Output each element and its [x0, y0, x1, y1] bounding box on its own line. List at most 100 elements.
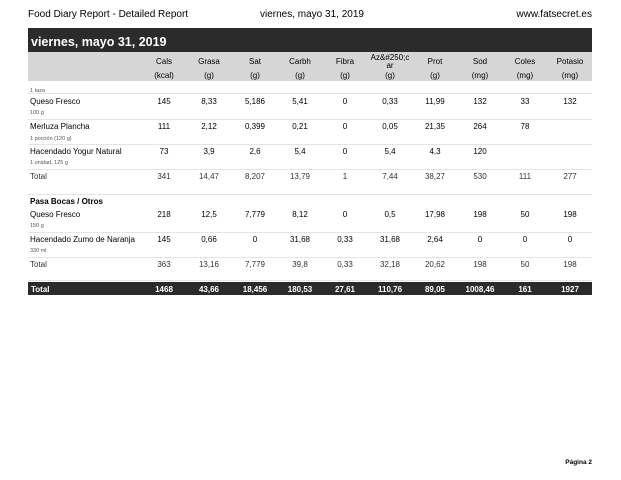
grand-total-value: 89,05	[424, 285, 446, 294]
nutrient-value: 0	[342, 97, 348, 106]
food-name: Queso Fresco	[30, 97, 81, 106]
nutrient-value: 50	[520, 210, 530, 219]
grand-total-value: 1927	[561, 285, 579, 294]
column-unit: (mg)	[471, 71, 489, 80]
column-header-row: Cals (kcal) Grasa (g) Sat (g) Carbh (g) Fibra (g)…	[28, 52, 592, 81]
report-title: Food Diary Report - Detailed Report	[28, 9, 189, 20]
nutrient-value: 0,399	[244, 122, 266, 131]
nutrient-value: 145	[157, 235, 171, 244]
food-row: Queso Fresco 145 8,33 5,186 5,41 0 0,33 11,99 13…	[28, 97, 592, 109]
report-date: viernes, mayo 31, 2019	[260, 9, 364, 20]
grand-total-row: Total 1468 43,66 18,456 180,53 27,61 110,76 89…	[28, 282, 592, 295]
grand-total-value: 110,76	[377, 285, 403, 294]
nutrient-value: 17,98	[424, 210, 446, 219]
column-unit: (g)	[430, 71, 440, 80]
nutrient-value: 132	[473, 97, 487, 106]
meal-note: 1 taza	[30, 88, 45, 94]
meal-total-value: 32,18	[379, 260, 401, 269]
meal-total-value: 277	[563, 172, 577, 181]
column-name: Sod	[472, 57, 488, 66]
nutrient-value: 198	[473, 210, 487, 219]
grand-total-value: 27,61	[334, 285, 356, 294]
row-separator	[28, 232, 592, 233]
nutrient-value: 0,5	[384, 210, 396, 219]
column-name: Carbh	[289, 57, 311, 66]
meal-total-value: 13,79	[289, 172, 311, 181]
column-name: Potasio	[556, 57, 584, 66]
nutrient-value: 5,186	[244, 97, 266, 106]
row-separator	[28, 280, 592, 281]
nutrient-value: 11,99	[425, 97, 445, 106]
food-row: Hacendado Zumo de Naranja 145 0,66 0 31,68 0,…	[28, 235, 592, 247]
nutrient-value: 120	[473, 147, 487, 156]
column-name: Grasa	[198, 57, 220, 66]
nutrient-value: 5,41	[292, 97, 308, 106]
meal-total-value: 50	[520, 260, 530, 269]
meal-total-row: Total 341 14,47 8,207 13,79 1 7,44 38,27 530 111 2…	[28, 172, 592, 184]
column-name: Cals	[155, 57, 172, 66]
food-row: Merluza Plancha 111 2,12 0,399 0,21 0 0,05 21,3…	[28, 122, 592, 134]
nutrient-value: 0	[477, 235, 483, 244]
grand-total-value: 18,456	[242, 285, 268, 294]
meal-title: Pasa Bocas / Otros	[30, 197, 103, 206]
grand-total-value: 43,66	[198, 285, 220, 294]
meal-total-value: 341	[157, 172, 171, 181]
meal-total-value: 39,8	[292, 260, 308, 269]
nutrient-value: 8,33	[201, 97, 217, 106]
row-separator	[28, 93, 592, 94]
nutrient-value: 132	[563, 97, 577, 106]
column-unit: (g)	[250, 71, 260, 80]
meal-total-label: Total	[30, 172, 47, 181]
site-url: www.fatsecret.es	[516, 9, 592, 20]
day-title-bar: viernes, mayo 31, 2019	[28, 28, 592, 52]
nutrient-value: 2,12	[201, 122, 217, 131]
nutrient-value: 0	[567, 235, 573, 244]
row-separator	[28, 119, 592, 120]
nutrient-value: 2,6	[249, 147, 261, 156]
nutrient-value: 0	[252, 235, 258, 244]
food-portion: 1 porción (120 g)	[30, 136, 72, 142]
nutrient-value: 7,779	[244, 210, 266, 219]
meal-total-label: Total	[30, 260, 47, 269]
food-row: Queso Fresco 218 12,5 7,779 8,12 0 0,5 17,98 198…	[28, 210, 592, 222]
column-unit: (g)	[385, 71, 395, 80]
grand-total-value: 161	[518, 285, 532, 294]
column-name: Coles	[514, 57, 536, 66]
meal-total-value: 8,207	[244, 172, 266, 181]
column-unit: (mg)	[561, 71, 579, 80]
food-portion: 330 ml	[30, 248, 47, 254]
nutrient-value: 33	[520, 97, 530, 106]
nutrient-value: 8,12	[292, 210, 308, 219]
meal-total-value: 13,16	[198, 260, 220, 269]
column-unit: (mg)	[516, 71, 534, 80]
meal-total-value: 530	[473, 172, 487, 181]
nutrient-value: 0	[522, 235, 528, 244]
nutrient-value: 198	[563, 210, 577, 219]
food-name: Queso Fresco	[30, 210, 81, 219]
row-separator	[28, 257, 592, 258]
food-name: Merluza Plancha	[30, 122, 90, 131]
nutrient-value: 0	[342, 210, 348, 219]
nutrient-value: 0,33	[337, 235, 353, 244]
nutrient-value: 0,66	[201, 235, 217, 244]
meal-total-value: 0,33	[337, 260, 353, 269]
meal-total-value: 1	[342, 172, 348, 181]
column-unit: (g)	[204, 71, 214, 80]
column-unit: (g)	[295, 71, 305, 80]
row-separator	[28, 194, 592, 195]
nutrient-value: 218	[157, 210, 171, 219]
nutrient-value: 0	[342, 147, 348, 156]
column-unit: (kcal)	[154, 71, 174, 80]
nutrient-value: 0	[342, 122, 348, 131]
grand-total-label: Total	[31, 285, 50, 294]
meal-total-value: 363	[157, 260, 171, 269]
nutrient-value: 78	[520, 122, 530, 131]
meal-total-value: 38,27	[424, 172, 446, 181]
food-name: Hacendado Yogur Natural	[30, 147, 122, 156]
row-separator	[28, 169, 592, 170]
meal-total-row: Total 363 13,16 7,779 39,8 0,33 32,18 20,62 198 5…	[28, 260, 592, 272]
row-separator	[28, 144, 592, 145]
nutrient-value: 0,05	[382, 122, 398, 131]
food-portion: 150 g	[30, 223, 44, 229]
nutrient-value: 111	[157, 122, 171, 131]
